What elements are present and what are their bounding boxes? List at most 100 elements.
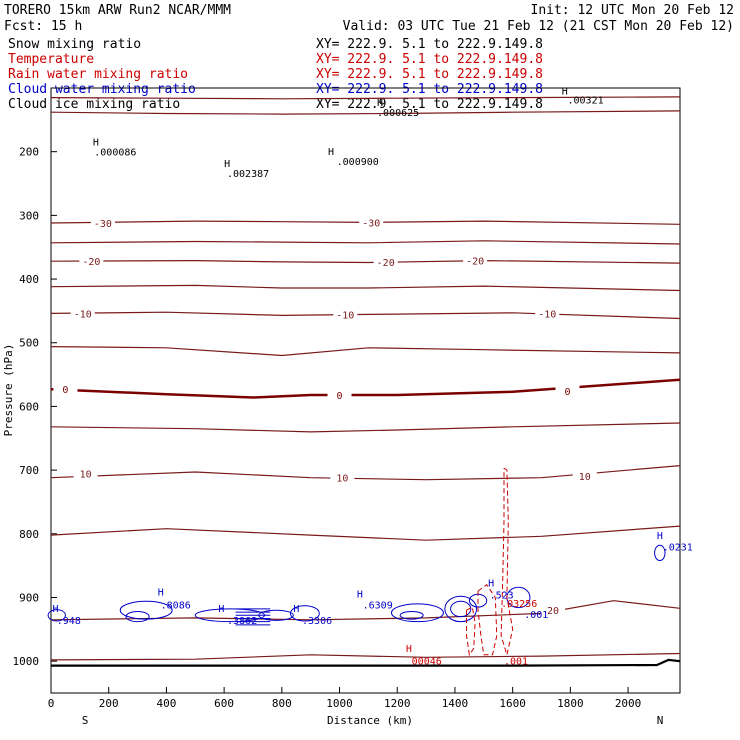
valid-time: Valid: 03 UTC Tue 21 Feb 12 (21 CST Mon …	[343, 19, 734, 34]
x-tick-label: 2000	[615, 697, 642, 710]
cloud-water-contour	[444, 595, 478, 623]
field-name: Snow mixing ratio	[8, 37, 141, 52]
maximum-value: .002387	[227, 169, 269, 180]
contour-label-bg	[73, 467, 98, 480]
maximum-marker: H	[224, 159, 230, 170]
maximum-value: .948	[57, 616, 81, 627]
cloud-water-contour	[119, 600, 173, 620]
x-tick-label: 1600	[499, 697, 526, 710]
maximum-value: .000086	[94, 148, 136, 159]
field-cross-section-coords: XY= 222.9. 5.1 to 222.9.149.8	[316, 37, 543, 52]
north-end-label: N	[657, 714, 664, 727]
contour-label: -20	[466, 257, 484, 268]
field-name: Temperature	[8, 52, 94, 67]
x-tick-label: 200	[99, 697, 119, 710]
maximum-marker: H	[328, 147, 334, 158]
contour-label: 10	[336, 474, 348, 485]
rain-water-contour	[466, 606, 476, 657]
y-tick-label: 900	[19, 591, 39, 604]
y-tick-label: 600	[19, 400, 39, 413]
field-cross-section-coords: XY= 222.9. 5.1 to 222.9.149.8	[316, 97, 543, 112]
contour-label-bg	[333, 308, 358, 321]
isotherm-line	[50, 110, 681, 115]
contour-label-bg	[373, 255, 398, 268]
temperature-isotherms	[50, 96, 681, 667]
contour-label: -20	[377, 258, 395, 269]
field-cross-section-coords: XY= 222.9. 5.1 to 222.9.149.8	[316, 67, 543, 82]
contour-label-bg	[70, 307, 95, 320]
y-tick-label: 400	[19, 273, 39, 286]
contour-label-bg	[79, 255, 104, 268]
isotherm-line	[50, 240, 681, 245]
cloud-water-contour	[47, 609, 66, 622]
plot-frame	[50, 87, 681, 694]
maximum-value: .001	[504, 656, 528, 667]
contour-label: 0	[337, 391, 343, 402]
contour-label: -10	[538, 309, 556, 320]
isotherm-line	[50, 465, 681, 481]
isotherm-line	[50, 259, 681, 264]
contour-label: -30	[362, 218, 380, 229]
isotherm-line	[50, 96, 681, 100]
contour-label: 0	[62, 385, 68, 396]
contour-label: 20	[547, 606, 559, 617]
maximum-value: .3862	[227, 616, 257, 627]
isotherm-line	[50, 311, 681, 320]
contour-label-bg	[541, 604, 566, 617]
maximum-value: .523	[490, 591, 514, 602]
x-axis-title: Distance (km)	[327, 714, 413, 727]
x-tick-label: 800	[272, 697, 292, 710]
surface-line	[51, 658, 681, 667]
maximum-marker: H	[406, 644, 412, 655]
south-end-label: S	[82, 714, 89, 727]
y-tick-label: 700	[19, 464, 39, 477]
cloud-water-contour	[390, 603, 444, 623]
cloud-water-contour	[289, 605, 320, 622]
field-name: Rain water mixing ratio	[8, 67, 188, 82]
rain-water-contours	[466, 467, 514, 657]
x-tick-label: 1800	[557, 697, 584, 710]
maximum-value: .6309	[363, 600, 393, 611]
cloud-water-contours	[47, 544, 666, 626]
contour-label: 10	[579, 472, 591, 483]
maximum-marker: H	[52, 604, 58, 615]
maximum-value: .0231	[663, 542, 693, 553]
contour-label-bg	[535, 307, 560, 320]
maximum-marker: H	[657, 531, 663, 542]
field-cross-section-coords: XY= 222.9. 5.1 to 222.9.149.8	[316, 52, 543, 67]
contour-label-bg	[555, 385, 580, 398]
field-cross-section-coords: XY= 222.9. 5.1 to 222.9.149.8	[316, 82, 543, 97]
maximum-value: .000625	[377, 108, 419, 119]
maximum-value: 00046	[412, 656, 442, 667]
maximum-marker: H	[562, 86, 568, 97]
contour-label: -10	[74, 309, 92, 320]
isotherm-line	[50, 422, 681, 433]
cloud-water-contour	[399, 610, 424, 620]
isotherm-line	[50, 525, 681, 541]
contour-label: -20	[82, 257, 100, 268]
forecast-hour: Fcst: 15 h	[4, 19, 82, 34]
contour-label-bg	[359, 216, 384, 229]
maximum-marker: H	[158, 588, 164, 599]
contour-label: 0	[564, 387, 570, 398]
contour-label-bg	[53, 383, 78, 396]
maximum-marker: H	[377, 98, 383, 109]
isotherm-line	[50, 600, 681, 621]
isotherm-line	[50, 346, 681, 357]
x-tick-label: 0	[48, 697, 55, 710]
field-name: Cloud ice mixing ratio	[8, 97, 180, 112]
y-axis-title: Pressure (hPa)	[2, 344, 15, 437]
maximum-value: .001	[524, 610, 548, 621]
contour-label-bg	[463, 254, 488, 267]
cloud-water-contour	[450, 600, 472, 618]
maximum-value: .03256	[501, 599, 537, 610]
isotherm-line	[50, 220, 681, 225]
y-tick-label: 500	[19, 337, 39, 350]
contour-label: -30	[94, 219, 112, 230]
contour-label-bg	[90, 217, 115, 230]
contour-labels: -30 -30-20 -20 -20-10 -10 -1000 010 10 1020H.000…	[52, 86, 692, 667]
isotherm-line	[50, 378, 681, 399]
maximum-marker: H	[488, 579, 494, 590]
contour-label-bg	[330, 471, 355, 484]
